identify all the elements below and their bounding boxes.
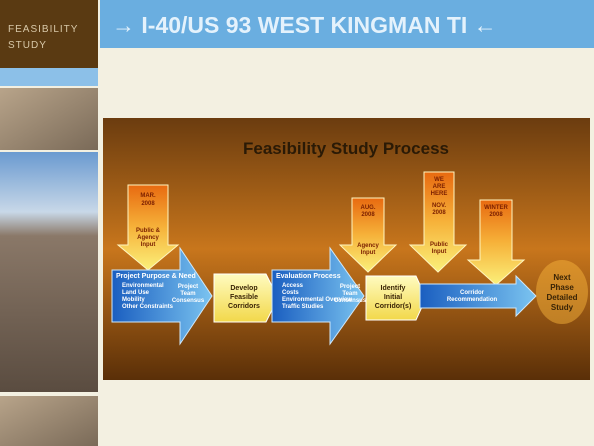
step-item: Costs [282, 290, 299, 296]
arrow-date: MAR. [140, 193, 156, 199]
arrow-date: 2008 [489, 212, 503, 218]
step-item: Environmental [122, 283, 164, 289]
arrow-input: Public & [136, 228, 161, 234]
step-item: Other Constraints [122, 304, 174, 310]
step-label: Develop [230, 285, 257, 292]
consensus: Consensus [334, 298, 367, 304]
step-label: Study [551, 303, 574, 312]
arrow-date: AUG. [361, 205, 376, 211]
page: {"sidebar":{"label":["FEASIBILITY","STUD… [0, 0, 594, 446]
step-label: Corridor(s) [375, 303, 412, 310]
step-title: Evaluation Process [276, 273, 341, 280]
sidebar-label: FEASIBILITY [8, 24, 78, 35]
step-item: Mobility [122, 297, 145, 303]
sidebar-band [0, 68, 98, 86]
arrow-input: Public [430, 242, 449, 248]
consensus: Consensus [172, 298, 205, 304]
photo [0, 152, 98, 392]
step-label: Corridor [460, 290, 485, 296]
header-title: → I-40/US 93 WEST KINGMAN TI ← [112, 12, 497, 38]
consensus: Team [342, 291, 357, 297]
step-label: Corridors [228, 303, 260, 310]
step-label: Initial [384, 294, 402, 301]
step-item: Land Use [122, 290, 150, 296]
arrow-date: 2008 [141, 201, 155, 207]
photo [0, 396, 98, 446]
step-label: Next [553, 273, 571, 282]
consensus: Project [340, 284, 360, 290]
arrow-date: 2008 [361, 212, 375, 218]
arrow-input: Agency [357, 243, 379, 249]
arrow-input: Input [361, 250, 376, 256]
arrow-date: WINTER [484, 205, 508, 211]
diagram-title: Feasibility Study Process [243, 139, 449, 158]
consensus: Project [178, 284, 198, 290]
sidebar-label: STUDY [8, 40, 47, 51]
step-label: Phase [550, 283, 574, 292]
step-label: Feasible [230, 294, 258, 301]
arrow-input: Input [432, 249, 447, 255]
step-label: Identify [381, 285, 406, 292]
consensus: Team [180, 291, 195, 297]
step-label: Detailed [546, 293, 577, 302]
arrow-note: WE [434, 177, 444, 183]
arrow-input: Agency [137, 235, 159, 241]
arrow-date: 2008 [432, 210, 446, 216]
arrow-date: NOV. [432, 203, 446, 209]
arrow-input: Input [141, 242, 156, 248]
step-item: Access [282, 283, 304, 289]
arrow-note: ARE [433, 184, 446, 190]
photo [0, 88, 98, 150]
step-label: Recommendation [447, 297, 498, 303]
glow [536, 260, 588, 324]
step-title: Project Purpose & Need [116, 273, 196, 280]
screen: FEASIBILITY STUDY → I-40/US 93 WEST KING… [0, 0, 594, 446]
arrow-note: HERE [431, 191, 448, 197]
step-item: Traffic Studies [282, 304, 324, 310]
